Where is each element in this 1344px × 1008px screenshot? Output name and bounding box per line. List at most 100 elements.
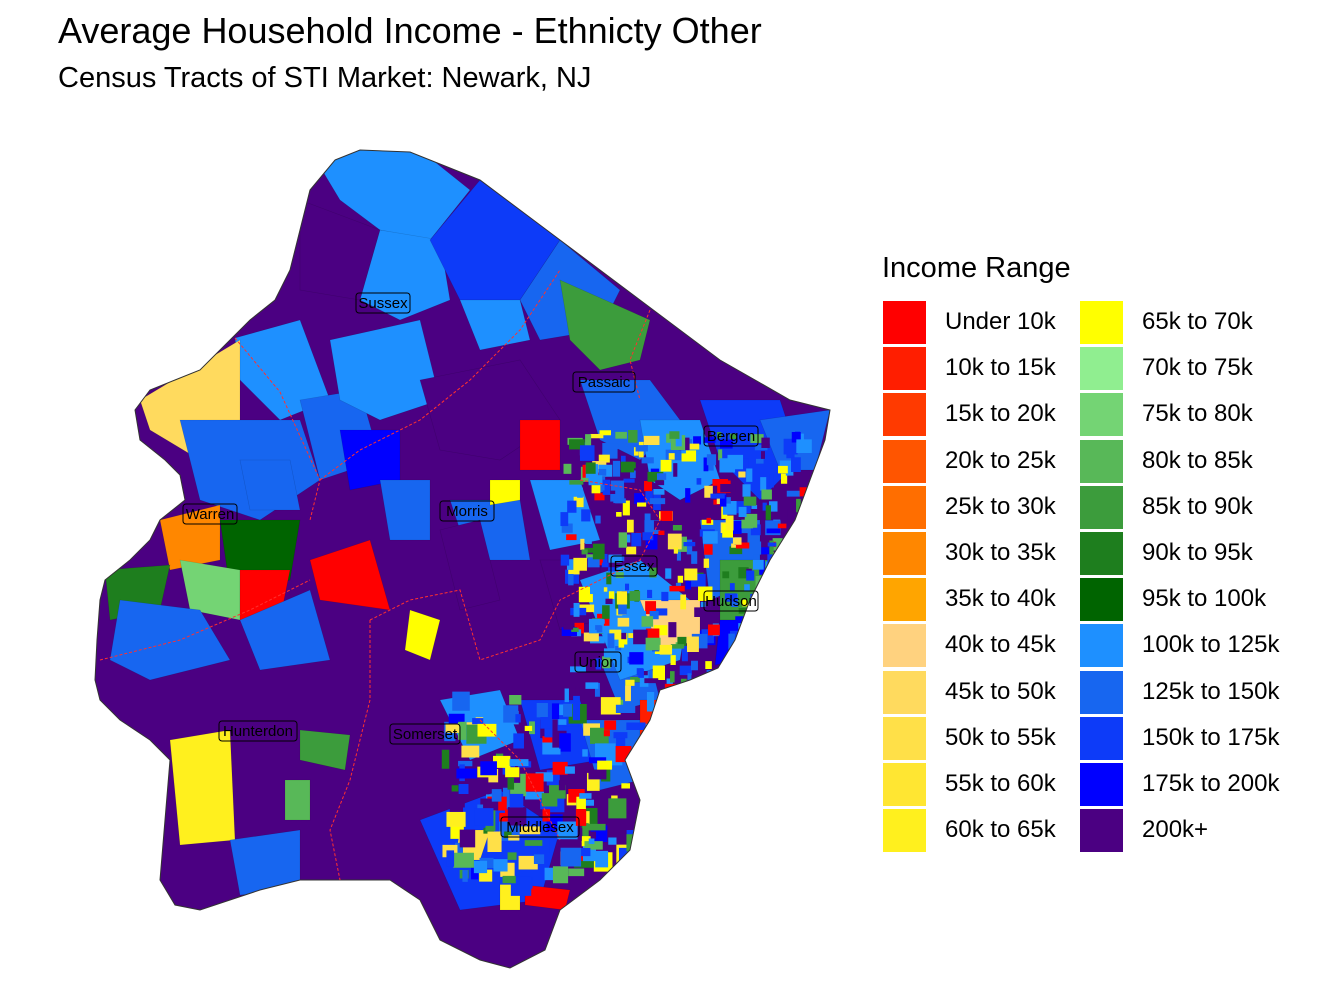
border-hunterdon-somerset — [329, 620, 371, 881]
legend-swatch — [883, 393, 926, 437]
county-label-bergen: Bergen — [703, 425, 759, 447]
census-tract — [632, 557, 640, 562]
census-tract — [668, 453, 675, 460]
census-tract — [615, 704, 636, 714]
legend-label: 200k+ — [1142, 816, 1209, 844]
census-tract — [724, 593, 737, 602]
census-tract — [618, 639, 625, 648]
legend-item: 70k to 75k — [1080, 346, 1300, 392]
census-tract — [601, 562, 609, 568]
census-tract — [622, 500, 630, 516]
census-tract — [669, 585, 685, 592]
census-tract — [633, 629, 648, 645]
census-tract — [645, 637, 661, 651]
census-tract — [765, 505, 771, 520]
legend-swatch — [1080, 439, 1123, 483]
census-tract — [660, 459, 672, 472]
legend-label: 80k to 85k — [1142, 446, 1253, 474]
census-tract — [643, 790, 657, 809]
county-label-sussex: Sussex — [355, 292, 411, 314]
census-tract — [612, 460, 621, 477]
census-tract — [796, 538, 811, 546]
census-tract — [790, 457, 801, 473]
census-tract — [598, 454, 610, 463]
census-tract — [533, 854, 545, 864]
census-tract — [655, 480, 665, 486]
census-tract — [797, 548, 813, 560]
legend-label: 10k to 15k — [945, 354, 1056, 382]
census-tract — [761, 547, 771, 555]
census-tract — [778, 465, 788, 474]
legend-swatch — [883, 301, 926, 344]
census-tract — [462, 870, 468, 882]
census-tract — [597, 760, 613, 770]
legend-label: 35k to 40k — [945, 585, 1056, 613]
census-tract — [746, 669, 752, 683]
census-tract — [239, 589, 331, 671]
legend-label: 85k to 90k — [1142, 492, 1253, 520]
census-tract — [729, 583, 735, 591]
census-tract — [626, 519, 634, 533]
census-tract — [681, 645, 688, 662]
census-tract — [560, 554, 570, 566]
census-tract — [784, 628, 794, 639]
legend-swatch — [1080, 716, 1123, 760]
census-tract — [768, 501, 778, 512]
legend-item: 100k to 125k — [1080, 623, 1300, 669]
census-tract — [625, 679, 635, 686]
census-tract — [585, 535, 592, 544]
legend-swatch — [1080, 809, 1123, 853]
census-tract — [606, 572, 612, 585]
census-tract — [509, 759, 529, 767]
legend-label: 90k to 95k — [1142, 539, 1253, 566]
legend-swatch — [1080, 763, 1123, 806]
census-tract — [797, 624, 813, 637]
census-tract — [645, 628, 660, 639]
census-tract — [502, 875, 516, 884]
legend-label: 60k to 65k — [945, 816, 1056, 844]
census-tract — [761, 489, 772, 500]
census-tract — [472, 718, 484, 725]
census-tract — [616, 737, 626, 748]
census-tract — [785, 640, 799, 648]
census-tract — [615, 431, 627, 439]
legend-swatch — [883, 809, 926, 853]
census-tract — [299, 729, 351, 771]
legend-swatch — [1080, 393, 1123, 437]
census-tract — [621, 868, 630, 887]
census-tract — [552, 866, 569, 884]
census-tract — [642, 737, 663, 758]
census-tract — [626, 546, 637, 555]
census-tract — [784, 563, 796, 577]
census-tract — [284, 779, 311, 821]
census-tract — [461, 745, 480, 758]
census-tract — [646, 691, 655, 712]
census-tract — [585, 682, 599, 689]
census-tract — [631, 532, 642, 547]
census-tract — [491, 789, 502, 802]
county-labels: Sussex Passaic Bergen Warren Morris Essex Huds… — [182, 292, 759, 838]
census-tract — [518, 855, 538, 870]
census-tract — [595, 625, 602, 630]
census-tract — [573, 602, 580, 617]
census-tract — [792, 670, 807, 684]
legend-swatch — [1080, 578, 1123, 622]
legend-label: 100k to 125k — [1142, 631, 1280, 659]
census-tract — [643, 670, 648, 676]
census-tract — [635, 445, 648, 452]
svg-text:Sussex: Sussex — [358, 295, 408, 312]
census-tract — [755, 458, 764, 464]
legend-swatch — [1080, 624, 1123, 668]
census-tract — [558, 780, 566, 791]
census-tract — [644, 795, 654, 815]
census-tract — [630, 470, 636, 479]
census-tract — [705, 601, 711, 610]
census-tract — [771, 617, 777, 627]
census-tract — [449, 799, 464, 812]
census-tract — [781, 614, 798, 626]
census-tract — [558, 719, 567, 725]
census-tract — [563, 624, 574, 630]
census-tract — [661, 591, 669, 602]
census-tract — [525, 773, 544, 792]
